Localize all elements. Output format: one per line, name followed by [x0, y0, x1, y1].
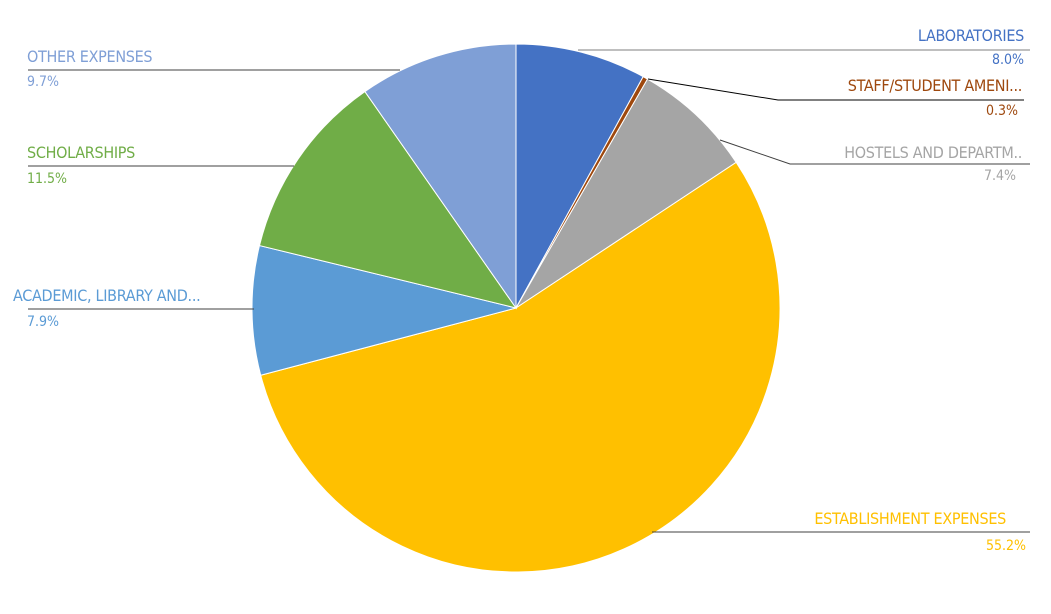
pie-slice-academic-library-and	[251, 244, 517, 376]
pct-establishment: 55.2%	[985, 538, 1026, 554]
pie-slice-scholarships	[258, 90, 518, 309]
label-establishment: ESTABLISHMENT EXPENSES	[814, 509, 1006, 528]
pct-laboratories: 8.0%	[992, 52, 1024, 68]
pct-scholarships: 11.5%	[27, 171, 68, 187]
label-laboratories: LABORATORIES	[917, 26, 1024, 45]
pct-hostels: 7.4%	[984, 168, 1016, 184]
label-hostels: HOSTELS AND DEPARTM..	[844, 143, 1022, 162]
pie-slice-other-expenses	[364, 43, 517, 310]
label-scholarships: SCHOLARSHIPS	[27, 143, 136, 162]
pct-other-expenses: 9.7%	[27, 74, 59, 90]
pie-slice-establishment-expenses	[260, 161, 781, 573]
leader-line-hostels	[719, 139, 1030, 165]
pct-staff-student-amenities: 0.3%	[986, 103, 1018, 119]
pct-academic: 7.9%	[27, 314, 59, 330]
label-staff-student-amenities: STAFF/STUDENT AMENI...	[847, 76, 1023, 95]
leader-line-staff-student-amenities	[647, 78, 1024, 101]
pie-slice-laboratories	[515, 43, 644, 309]
pie-slice-hostels-and-departm	[515, 78, 737, 309]
label-other-expenses: OTHER EXPENSES	[27, 47, 153, 66]
label-academic: ACADEMIC, LIBRARY AND...	[13, 286, 201, 305]
